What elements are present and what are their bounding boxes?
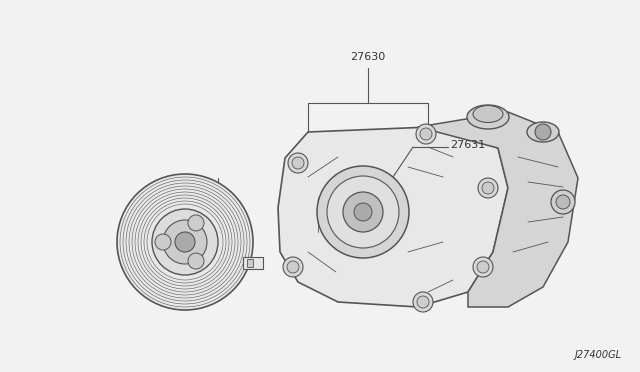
Circle shape (417, 296, 429, 308)
Bar (243, 257, 263, 269)
Circle shape (288, 153, 308, 173)
Ellipse shape (467, 105, 509, 129)
Text: J27400GL: J27400GL (575, 350, 622, 360)
Circle shape (317, 166, 409, 258)
Circle shape (551, 190, 575, 214)
Text: 27631: 27631 (450, 140, 485, 150)
Text: 27633: 27633 (179, 225, 214, 235)
Circle shape (477, 261, 489, 273)
Ellipse shape (473, 106, 503, 122)
Circle shape (327, 176, 399, 248)
Text: 27630: 27630 (350, 52, 386, 62)
Circle shape (473, 257, 493, 277)
Circle shape (155, 234, 171, 250)
Circle shape (188, 253, 204, 269)
Circle shape (420, 128, 432, 140)
Circle shape (163, 220, 207, 264)
Circle shape (556, 195, 570, 209)
Circle shape (482, 182, 494, 194)
Circle shape (292, 157, 304, 169)
Circle shape (478, 178, 498, 198)
Circle shape (152, 209, 218, 275)
Circle shape (283, 257, 303, 277)
Polygon shape (278, 127, 508, 307)
Polygon shape (418, 112, 578, 307)
Circle shape (188, 215, 204, 231)
Circle shape (175, 232, 195, 252)
Circle shape (354, 203, 372, 221)
Circle shape (343, 192, 383, 232)
Circle shape (416, 124, 436, 144)
Circle shape (535, 124, 551, 140)
Ellipse shape (527, 122, 559, 142)
Circle shape (117, 174, 253, 310)
Circle shape (287, 261, 299, 273)
Bar (247, 259, 253, 267)
Circle shape (413, 292, 433, 312)
